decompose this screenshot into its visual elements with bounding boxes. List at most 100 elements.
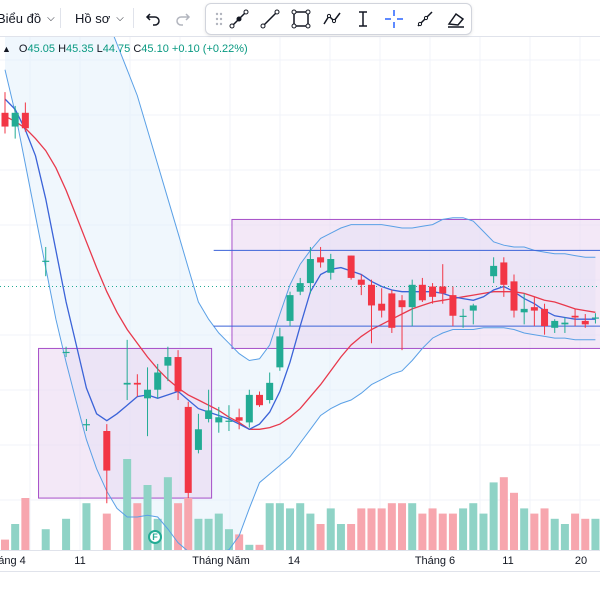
change-value: +0.10 (+0.22%)	[171, 43, 248, 55]
volume-bar	[286, 508, 295, 550]
candle-body	[82, 424, 90, 426]
time-label: Tháng Năm	[192, 555, 250, 567]
volume-bar	[265, 503, 274, 550]
collapse-arrow-icon[interactable]: ▲	[2, 44, 11, 54]
volume-bar	[11, 524, 20, 550]
undo-button[interactable]	[144, 0, 162, 36]
candle-body	[184, 406, 192, 493]
low-value: 44.75	[102, 43, 131, 55]
time-label: 11	[74, 555, 86, 567]
candle-body	[561, 322, 569, 325]
volume-bar	[387, 503, 396, 550]
earnings-marker[interactable]: F	[148, 530, 162, 544]
candle-body	[429, 286, 437, 297]
volume-bar	[123, 459, 132, 550]
candle-body	[21, 112, 29, 129]
volume-bar	[438, 513, 447, 550]
high-value: 45.35	[66, 43, 94, 55]
candle-body	[449, 295, 457, 316]
candle-body	[551, 320, 559, 328]
volume-bar	[510, 492, 518, 550]
brush-icon[interactable]	[412, 6, 438, 32]
redo-icon	[176, 13, 191, 26]
candle-body	[541, 308, 549, 327]
candle-body	[1, 112, 9, 127]
volume-bar	[133, 503, 142, 550]
candle-body	[327, 259, 335, 273]
volume-bar	[336, 524, 345, 550]
volume-bar	[367, 508, 376, 550]
undo-icon	[145, 13, 160, 26]
price-chart[interactable]	[0, 9, 600, 570]
rectangle-tool-icon[interactable]	[288, 6, 314, 32]
chevron-down-icon: ⌵	[116, 12, 124, 24]
time-label: 11	[502, 555, 514, 567]
volume-bar	[591, 518, 600, 550]
candle-body	[378, 303, 386, 311]
candle-body	[235, 417, 243, 421]
trend-line-icon[interactable]	[226, 6, 252, 32]
candle-body	[194, 429, 202, 450]
close-label: C	[133, 43, 142, 55]
candle-body	[296, 283, 304, 292]
volume-bar	[560, 524, 569, 550]
candle-body	[591, 317, 599, 319]
candle-body	[306, 259, 314, 284]
time-axis[interactable]: áng 4 11 Tháng Năm 14 Tháng 6 11 20	[0, 550, 600, 571]
ohlc-legend: ▲ O45.05 H45.35 L44.75 C45.10 +0.10 (+0.2…	[0, 43, 248, 57]
volume-bar	[235, 534, 244, 550]
volume-bar	[530, 513, 539, 550]
candle-body	[225, 420, 233, 422]
volume-bar	[347, 524, 356, 550]
eraser-icon[interactable]	[443, 6, 469, 32]
volume-bar	[41, 529, 50, 550]
time-label: 14	[287, 555, 301, 567]
crosshair-icon[interactable]	[381, 6, 407, 32]
profile-menu-label: Hồ sơ	[75, 10, 111, 26]
chevron-down-icon: ⌵	[47, 12, 55, 24]
close-value: 45.10	[141, 43, 169, 55]
volume-bar	[62, 518, 71, 550]
time-label: áng 4	[0, 555, 26, 567]
candle-body	[500, 262, 508, 285]
candle-body	[144, 389, 152, 399]
candle-body	[245, 394, 253, 423]
candle-body	[581, 320, 589, 325]
volume-bar	[326, 508, 335, 550]
volume-bar	[540, 508, 549, 550]
candle-body	[103, 431, 111, 471]
volume-bar	[499, 477, 508, 550]
toolbar-divider	[60, 8, 61, 28]
bollinger-lower-line	[4, 69, 596, 556]
profile-menu-button[interactable]: Hồ sơ ⌵	[75, 0, 124, 36]
redo-button[interactable]	[174, 0, 192, 36]
volume-bar	[489, 482, 498, 550]
volume-bar	[377, 508, 386, 550]
text-cursor-icon[interactable]	[350, 6, 376, 32]
candle-body	[256, 394, 263, 406]
volume-bar	[275, 503, 284, 550]
candle-body	[62, 351, 70, 354]
volume-bar	[224, 529, 233, 550]
candle-body	[154, 372, 162, 390]
line-tool-icon[interactable]	[257, 6, 283, 32]
low-label: L	[96, 43, 103, 55]
candle-body	[367, 284, 375, 306]
path-tool-icon[interactable]	[319, 6, 345, 32]
chart-menu-label: Biểu đồ	[0, 10, 42, 26]
candle-body	[215, 417, 223, 423]
volume-bar	[245, 544, 254, 550]
volume-bar	[255, 544, 264, 550]
candle-body	[317, 257, 325, 263]
volume-bar	[459, 508, 468, 550]
volume-bar	[418, 513, 427, 550]
candle-body	[133, 382, 141, 385]
volume-bar	[82, 503, 91, 550]
volume-bar	[398, 503, 407, 550]
drag-handle-icon[interactable]	[206, 6, 232, 32]
volume-bar	[214, 513, 223, 550]
candle-body	[398, 300, 406, 308]
chart-menu-button[interactable]: Biểu đồ ⌵	[0, 0, 55, 36]
volume-bar	[306, 513, 315, 550]
chart-pane[interactable]	[0, 9, 600, 570]
